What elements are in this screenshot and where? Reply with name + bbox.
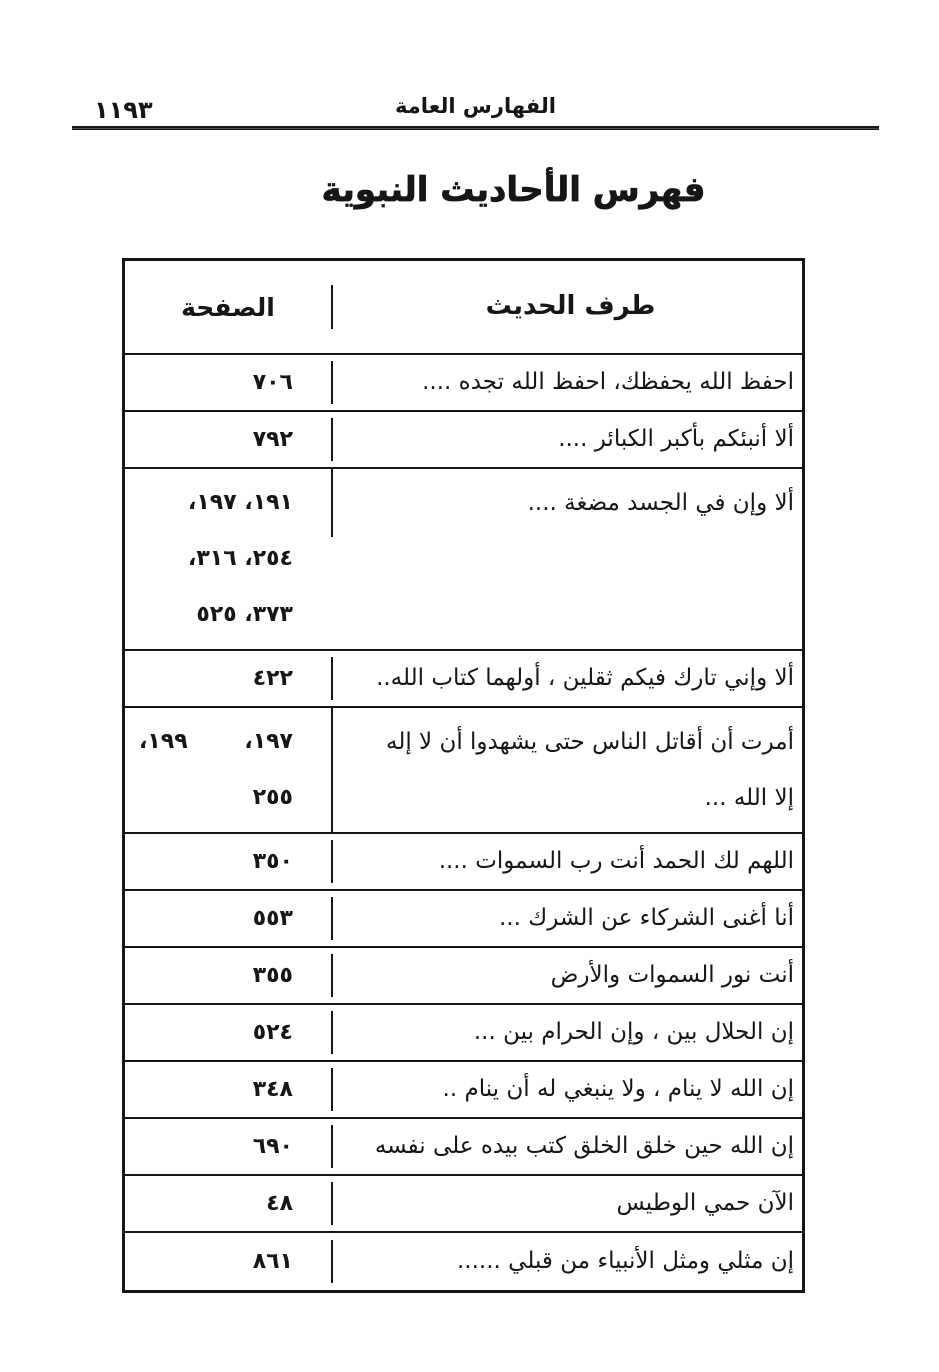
hadith-text: إن الحلال بين ، وإن الحرام بين ... xyxy=(331,1010,802,1055)
page-number-line: ٣٧٣، ٥٢٥ xyxy=(139,587,293,643)
page-number-line: ٦٩٠ xyxy=(139,1134,293,1159)
page-number: ٢٥٤، ٣١٦، xyxy=(188,546,293,571)
column-header-page: الصفحة xyxy=(181,292,275,322)
running-head: ١١٩٣ الفهارس العامة xyxy=(72,92,879,136)
page-numbers: ٧٩٢ xyxy=(125,421,331,458)
table-row: احفظ الله يحفظك، احفظ الله تجده .... ٧٠٦ xyxy=(125,355,802,412)
hadith-text-line: أنت نور السموات والأرض xyxy=(550,961,794,988)
page-number-line: ٣٥٠ xyxy=(139,849,293,874)
table-row: أمرت أن أقاتل الناس حتى يشهدوا أن لا إله… xyxy=(125,708,802,834)
hadith-text: أنت نور السموات والأرض xyxy=(331,953,802,998)
table-row: ألا وإني تارك فيكم ثقلين ، أولهما كتاب ا… xyxy=(125,651,802,708)
table-row: ألا وإن في الجسد مضغة .... ١٩١، ١٩٧، ٢٥٤،… xyxy=(125,469,802,651)
hadith-text: أنا أغنى الشركاء عن الشرك ... xyxy=(331,896,802,941)
section-title: الفهارس العامة xyxy=(395,94,556,118)
hadith-text-line: ألا أنبئكم بأكبر الكبائر .... xyxy=(558,425,794,452)
page-number-line: ٤٨ xyxy=(139,1191,293,1216)
page-number: ٧٩٢ xyxy=(252,427,293,452)
table-row: إن مثلي ومثل الأنبياء من قبلي ...... ٨٦١ xyxy=(125,1233,802,1290)
page-number: ٧٠٦ xyxy=(252,370,293,395)
table-row: أنا أغنى الشركاء عن الشرك ... ٥٥٣ xyxy=(125,891,802,948)
hadith-text: إن الله حين خلق الخلق كتب بيده على نفسه xyxy=(331,1124,802,1169)
page-number: ٥٥٣ xyxy=(252,906,293,931)
hadith-text-line: ألا وإني تارك فيكم ثقلين ، أولهما كتاب ا… xyxy=(376,664,794,691)
column-header-hadith: طرف الحديث xyxy=(331,285,802,329)
hadith-index-table: طرف الحديث الصفحة احفظ الله يحفظك، احفظ … xyxy=(122,258,805,1293)
page-number-line: ٥٥٣ xyxy=(139,906,293,931)
table-row: إن الله لا ينام ، ولا ينبغي له أن ينام .… xyxy=(125,1062,802,1119)
hadith-text-line: اللهم لك الحمد أنت رب السموات .... xyxy=(438,847,794,874)
hadith-text-line: أمرت أن أقاتل الناس حتى يشهدوا أن لا إله xyxy=(385,729,794,755)
page-number-line: ١٩١، ١٩٧، xyxy=(139,475,293,531)
page-number-line: ٧٠٦ xyxy=(139,370,293,395)
hadith-text: ألا أنبئكم بأكبر الكبائر .... xyxy=(331,417,802,462)
page-number: ٤٢٢ xyxy=(252,666,293,691)
table-header-row: طرف الحديث الصفحة xyxy=(125,261,802,355)
folio-page-number: ١١٩٣ xyxy=(94,96,153,124)
hadith-text: أمرت أن أقاتل الناس حتى يشهدوا أن لا إله… xyxy=(331,708,802,832)
page-numbers: ١٩١، ١٩٧، ٢٥٤، ٣١٦، ٣٧٣، ٥٢٥ xyxy=(125,469,331,649)
page-number: ٨٦١ xyxy=(252,1249,293,1274)
page-number: ٣٥٠ xyxy=(252,849,293,874)
page-number: ٤٨ xyxy=(266,1191,293,1216)
page-number: ١٩٩، xyxy=(139,729,188,754)
page-numbers: ٤٢٢ xyxy=(125,660,331,697)
hadith-text: ألا وإن في الجسد مضغة .... xyxy=(331,469,802,537)
page-numbers: ٥٢٤ xyxy=(125,1014,331,1051)
hadith-text-line: أنا أغنى الشركاء عن الشرك ... xyxy=(499,904,794,931)
page-number: ٦٩٠ xyxy=(252,1134,293,1159)
page-numbers: ٤٨ xyxy=(125,1185,331,1222)
page-numbers: ٣٤٨ xyxy=(125,1071,331,1108)
table-row: اللهم لك الحمد أنت رب السموات .... ٣٥٠ xyxy=(125,834,802,891)
header-rule xyxy=(72,126,879,130)
hadith-text: اللهم لك الحمد أنت رب السموات .... xyxy=(331,839,802,884)
hadith-text-line: إن الحلال بين ، وإن الحرام بين ... xyxy=(473,1018,794,1045)
hadith-text-line: الآن حمي الوطيس xyxy=(616,1189,794,1216)
hadith-text: الآن حمي الوطيس xyxy=(331,1181,802,1226)
page-numbers: ١٩٧، ١٩٩، ٢٥٥ xyxy=(125,708,331,832)
page-number-line: ٥٢٤ xyxy=(139,1020,293,1045)
hadith-text: احفظ الله يحفظك، احفظ الله تجده .... xyxy=(331,360,802,405)
page-numbers: ٣٥٠ xyxy=(125,843,331,880)
hadith-text-line: ألا وإن في الجسد مضغة .... xyxy=(527,490,794,516)
page-numbers: ٦٩٠ xyxy=(125,1128,331,1165)
hadith-text-line: احفظ الله يحفظك، احفظ الله تجده .... xyxy=(422,368,794,395)
page-number: ١٩٧، xyxy=(244,729,293,754)
page-numbers: ٣٥٥ xyxy=(125,957,331,994)
page-title: فهرس الأحاديث النبوية xyxy=(321,170,707,211)
page-number-line: ٣٥٥ xyxy=(139,963,293,988)
page-number: ٣٧٣، ٥٢٥ xyxy=(196,602,293,627)
hadith-text-line: إن الله لا ينام ، ولا ينبغي له أن ينام .… xyxy=(442,1075,794,1102)
table-body: احفظ الله يحفظك، احفظ الله تجده .... ٧٠٦… xyxy=(125,355,802,1290)
page-number-line: ٣٤٨ xyxy=(139,1077,293,1102)
hadith-text: إن الله لا ينام ، ولا ينبغي له أن ينام .… xyxy=(331,1067,802,1112)
table-row: ألا أنبئكم بأكبر الكبائر .... ٧٩٢ xyxy=(125,412,802,469)
table-row: أنت نور السموات والأرض ٣٥٥ xyxy=(125,948,802,1005)
hadith-text: ألا وإني تارك فيكم ثقلين ، أولهما كتاب ا… xyxy=(331,656,802,701)
hadith-text-line: إلا الله ... xyxy=(704,785,794,811)
page-number-line: ٤٢٢ xyxy=(139,666,293,691)
page-numbers: ٧٠٦ xyxy=(125,364,331,401)
table-row: الآن حمي الوطيس ٤٨ xyxy=(125,1176,802,1233)
page-number: ٣٥٥ xyxy=(252,963,293,988)
page-number: ١٩١، ١٩٧، xyxy=(188,490,293,515)
hadith-text-line: إن الله حين خلق الخلق كتب بيده على نفسه xyxy=(374,1132,794,1159)
page-number-line: ٨٦١ xyxy=(139,1249,293,1274)
page-number-line: ٧٩٢ xyxy=(139,427,293,452)
hadith-text-line: إن مثلي ومثل الأنبياء من قبلي ...... xyxy=(456,1247,794,1274)
page-number: ٣٤٨ xyxy=(252,1077,293,1102)
page-number-line: ٢٥٥ xyxy=(139,770,293,826)
hadith-text: إن مثلي ومثل الأنبياء من قبلي ...... xyxy=(331,1239,802,1284)
page-numbers: ٨٦١ xyxy=(125,1243,331,1280)
table-row: إن الله حين خلق الخلق كتب بيده على نفسه … xyxy=(125,1119,802,1176)
page-numbers: ٥٥٣ xyxy=(125,900,331,937)
page-number-line: ٢٥٤، ٣١٦، xyxy=(139,531,293,587)
page-number: ٥٢٤ xyxy=(252,1020,293,1045)
table-row: إن الحلال بين ، وإن الحرام بين ... ٥٢٤ xyxy=(125,1005,802,1062)
page-number-line: ١٩٧، ١٩٩، xyxy=(139,714,293,770)
page-number: ٢٥٥ xyxy=(252,785,293,810)
